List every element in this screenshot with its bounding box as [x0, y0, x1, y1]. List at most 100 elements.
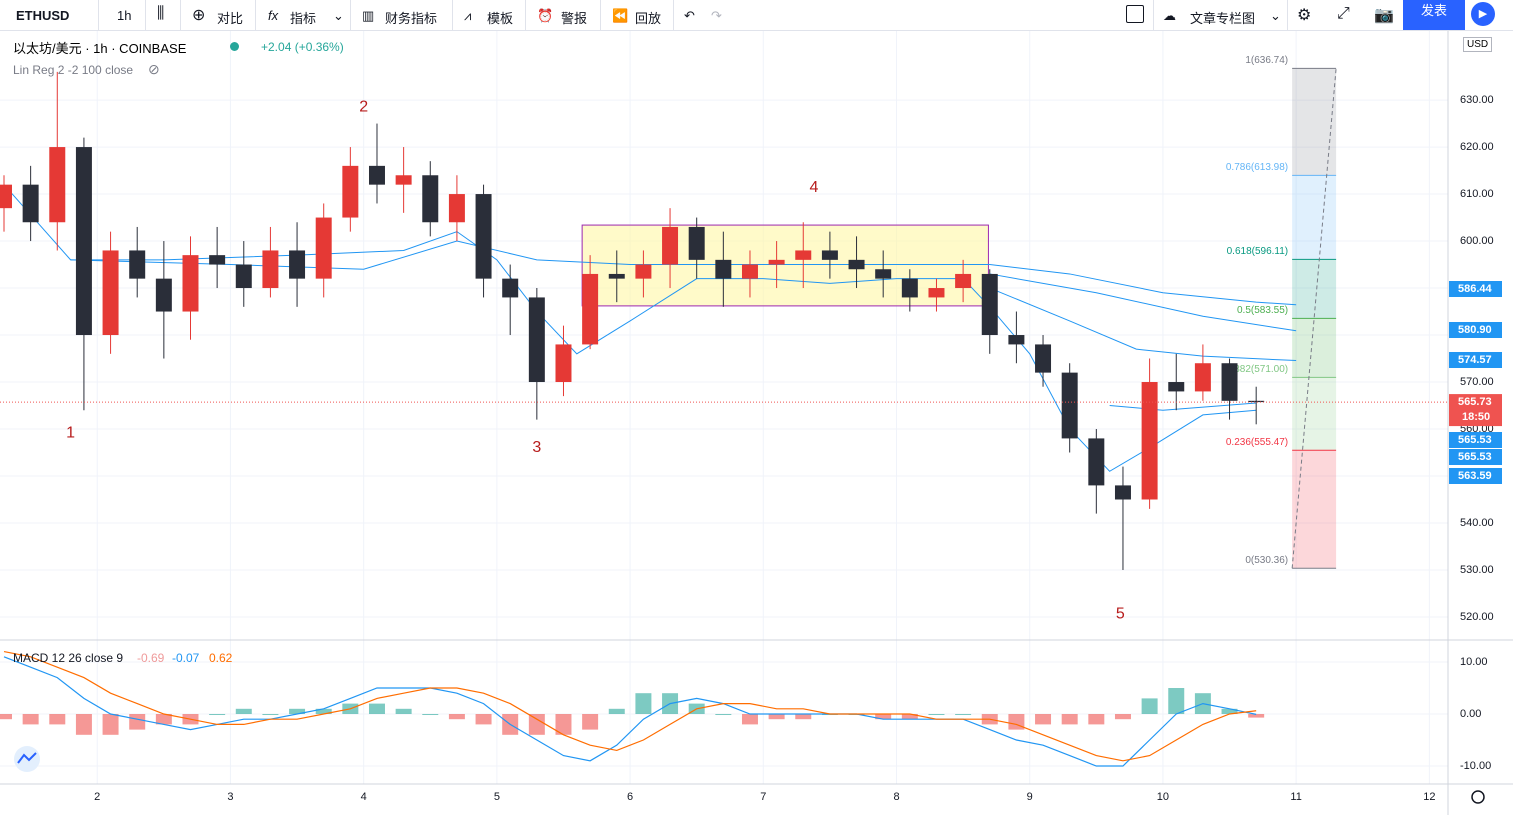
macd-histogram [0, 714, 12, 720]
fib-band [1292, 259, 1337, 319]
price-badge [1449, 322, 1502, 338]
candle-body [368, 165, 385, 185]
toolbar-item[interactable]: 模板 [487, 11, 514, 26]
price-badge-label: 574.57 [1458, 354, 1492, 366]
fib-label: 0.786(613.98) [1226, 162, 1288, 173]
wave-label: 4 [809, 179, 818, 196]
macd-histogram [22, 714, 39, 725]
overlay-line [989, 273, 1297, 332]
candle-body [901, 278, 918, 298]
settings-icon[interactable] [1471, 790, 1485, 804]
toolbar: ETHUSD 1h ⫼ ⊕ 对比 fx 指标 ⌄ ▥ 财务指标 ⩘ 模板 ⏰ 警… [0, 0, 1513, 31]
compare-icon[interactable]: ⊕ [192, 7, 206, 24]
y-tick-label: 610.00 [1460, 188, 1494, 200]
dropdown-icon[interactable]: ⌄ [1270, 8, 1281, 23]
x-tick-label: 12 [1423, 791, 1435, 803]
candle-body [955, 273, 972, 289]
toolbar-item[interactable]: 对比 [217, 11, 244, 26]
template-icon[interactable]: ⩘ [464, 8, 472, 23]
macd-histogram [741, 714, 758, 725]
macd-histogram [1248, 714, 1265, 718]
settings-icon[interactable]: ⚙ [1297, 7, 1312, 24]
macd-histogram [315, 708, 332, 715]
visibility-icon[interactable]: ⊘ [148, 61, 160, 77]
y-tick-label: -10.00 [1460, 760, 1491, 772]
candle-body [209, 255, 226, 265]
fullscreen-icon[interactable]: ⤢ [1337, 5, 1350, 22]
cloud-icon[interactable]: ☁ [1163, 8, 1176, 23]
candle-body [635, 264, 652, 279]
candle-body [395, 175, 412, 185]
alert-icon[interactable]: ⏰ [537, 8, 554, 23]
macd-histogram [75, 714, 92, 735]
candle-body [22, 184, 39, 223]
candle-body [182, 255, 199, 312]
fib-label: 0.5(583.55) [1237, 305, 1288, 316]
status-dot [230, 42, 239, 51]
macd-histogram [635, 693, 652, 715]
wave-label: 5 [1116, 605, 1125, 622]
toolbar-item[interactable]: 警报 [561, 11, 588, 26]
candle-body [289, 250, 306, 279]
toolbar-item[interactable]: 回放 [635, 11, 662, 26]
macd-hist-value: -0.69 [137, 651, 165, 665]
macd-histogram [768, 714, 785, 720]
candle-body [0, 184, 12, 209]
candle-body [608, 273, 625, 279]
price-badge-label: 565.53 [1458, 451, 1492, 463]
candle-body [102, 250, 119, 336]
play-button[interactable]: ▶ [1471, 2, 1495, 26]
indicator-icon[interactable]: fx [268, 8, 279, 23]
candle-body [502, 278, 519, 298]
macd-histogram [1061, 714, 1078, 725]
symbol[interactable]: ETHUSD [16, 8, 70, 23]
macd-histogram [235, 708, 252, 715]
candle-body [49, 147, 66, 223]
y-tick-label: 600.00 [1460, 235, 1494, 247]
price-badge-label: 565.53 [1458, 434, 1492, 446]
layout-icon[interactable] [1126, 5, 1144, 23]
y-tick-label: 530.00 [1460, 564, 1494, 576]
macd-histogram [49, 714, 66, 725]
candle-body [688, 226, 705, 260]
x-tick-label: 6 [627, 791, 633, 803]
undo-icon[interactable]: ↶ [684, 8, 695, 23]
macd-histogram [1114, 714, 1131, 720]
candle-body [315, 217, 332, 279]
snapshot-icon[interactable]: 📷 [1374, 7, 1394, 24]
fin-icon[interactable]: ▥ [362, 8, 375, 23]
candle-body [662, 226, 679, 265]
candle-body [981, 273, 998, 336]
candle-type-icon[interactable]: ⫼ [157, 5, 165, 22]
toolbar-item[interactable]: 财务指标 [385, 11, 438, 26]
candle-body [155, 278, 172, 312]
fib-label: 0.618(596.11) [1227, 246, 1289, 257]
macd-histogram [1221, 708, 1238, 715]
layout-name[interactable]: 文章专栏图 [1190, 11, 1256, 26]
signal-line [3, 651, 1257, 762]
currency[interactable]: USD [1463, 37, 1493, 52]
fib-band [1292, 377, 1337, 451]
toolbar-item[interactable]: 指标 [290, 11, 317, 26]
candle-body [1248, 400, 1265, 403]
macd-histogram [448, 714, 465, 720]
candle-body [262, 250, 279, 289]
candle-body [1061, 372, 1078, 439]
candle-body [715, 259, 732, 279]
candle-body [1168, 382, 1185, 392]
fib-label: 0.382(571.00) [1226, 364, 1288, 375]
signal-value: 0.62 [209, 651, 233, 665]
publish-button[interactable]: 发表 [1403, 0, 1465, 30]
candle-body [848, 259, 865, 270]
macd-histogram [528, 714, 545, 735]
dropdown-icon[interactable]: ⌄ [333, 8, 344, 23]
wave-label: 3 [532, 439, 541, 456]
redo-icon[interactable]: ↷ [711, 8, 722, 23]
x-tick-label: 4 [361, 791, 367, 803]
x-tick-label: 5 [494, 791, 500, 803]
price-badge [1449, 352, 1502, 368]
replay-icon[interactable]: ⏪ [612, 8, 629, 23]
macd-histogram [395, 708, 412, 715]
interval[interactable]: 1h [117, 8, 132, 23]
